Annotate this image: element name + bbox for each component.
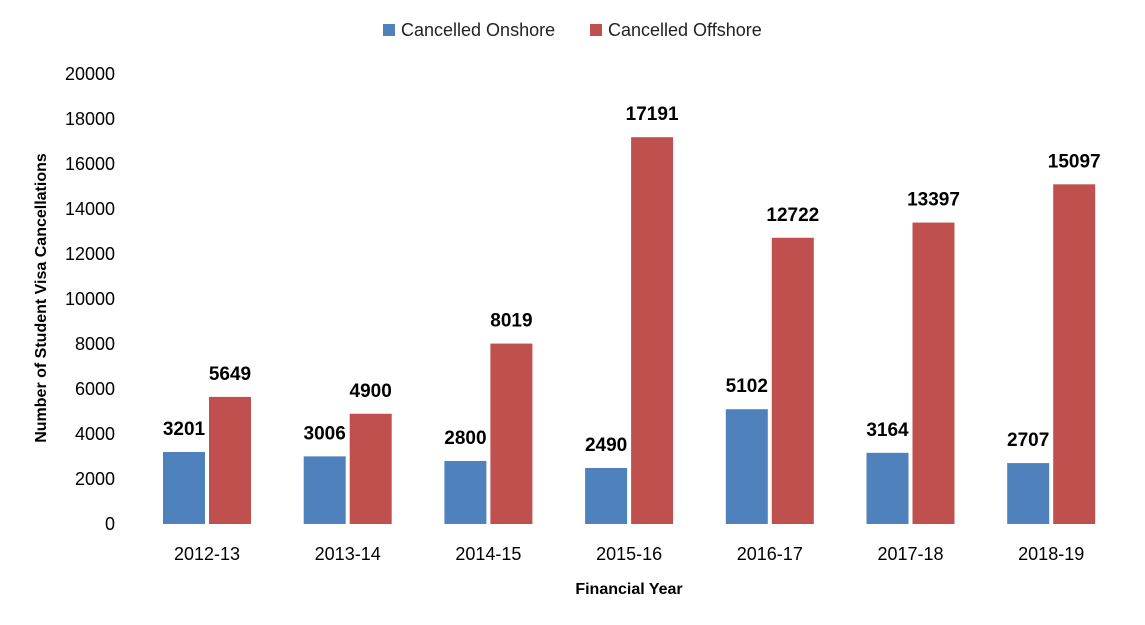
x-tick-label: 2016-17 <box>737 544 803 564</box>
data-label: 13397 <box>907 190 960 211</box>
data-label: 5102 <box>726 376 768 397</box>
bar-onshore <box>163 451 205 524</box>
y-tick-label: 16000 <box>65 154 115 174</box>
bar-offshore <box>912 222 955 524</box>
x-axis-title: Financial Year <box>575 581 682 598</box>
y-tick-label: 10000 <box>65 289 115 309</box>
legend-swatch <box>383 24 395 36</box>
bar-onshore <box>866 452 909 524</box>
bar-offshore <box>631 137 674 524</box>
bar-offshore <box>771 237 814 524</box>
bar-onshore <box>725 409 768 524</box>
legend-swatch <box>590 24 602 36</box>
bar-onshore <box>585 467 628 524</box>
bars: 3201 3006 2800 2490 5102 3164 2707 5649 4900 8019… <box>163 104 1101 524</box>
bar-onshore <box>1007 463 1050 524</box>
bar-onshore <box>303 456 346 524</box>
bar-offshore <box>349 413 392 524</box>
data-label: 4900 <box>350 381 392 402</box>
x-tick-label: 2012-13 <box>174 544 240 564</box>
data-label: 2490 <box>585 435 627 456</box>
legend-label: Cancelled Onshore <box>401 20 555 40</box>
data-label: 2800 <box>444 428 486 449</box>
data-label: 2707 <box>1007 430 1049 451</box>
data-label: 8019 <box>490 311 532 332</box>
data-label: 3006 <box>304 423 346 444</box>
y-tick-label: 14000 <box>65 199 115 219</box>
y-tick-label: 8000 <box>75 334 115 354</box>
data-label: 15097 <box>1048 151 1101 172</box>
x-tick-label: 2013-14 <box>315 544 381 564</box>
data-label: 12722 <box>766 205 819 226</box>
bar-offshore <box>209 396 251 524</box>
bar-offshore <box>490 343 533 524</box>
x-tick-label: 2018-19 <box>1018 544 1084 564</box>
y-tick-label: 20000 <box>65 64 115 84</box>
bar-offshore <box>1053 184 1096 524</box>
y-tick-label: 12000 <box>65 244 115 264</box>
y-tick-label: 0 <box>105 514 115 534</box>
y-tick-label: 18000 <box>65 109 115 129</box>
y-axis: 0 2000 4000 6000 8000 10000 12000 14000 16000 180… <box>65 64 115 534</box>
legend: Cancelled Onshore Cancelled Offshore <box>383 20 762 40</box>
y-tick-label: 6000 <box>75 379 115 399</box>
data-label: 3164 <box>866 420 909 441</box>
data-label: 5649 <box>209 364 251 385</box>
x-axis: 2012-13 2013-14 2014-15 2015-16 2016-17 2017-… <box>174 544 1084 564</box>
data-label: 17191 <box>626 104 679 125</box>
x-tick-label: 2015-16 <box>596 544 662 564</box>
bar-onshore <box>444 461 487 524</box>
data-label: 3201 <box>163 419 206 440</box>
y-tick-label: 4000 <box>75 424 115 444</box>
y-tick-label: 2000 <box>75 469 115 489</box>
legend-label: Cancelled Offshore <box>608 20 762 40</box>
x-tick-label: 2014-15 <box>455 544 521 564</box>
x-tick-label: 2017-18 <box>877 544 943 564</box>
y-axis-title: Number of Student Visa Cancellations <box>33 153 50 443</box>
